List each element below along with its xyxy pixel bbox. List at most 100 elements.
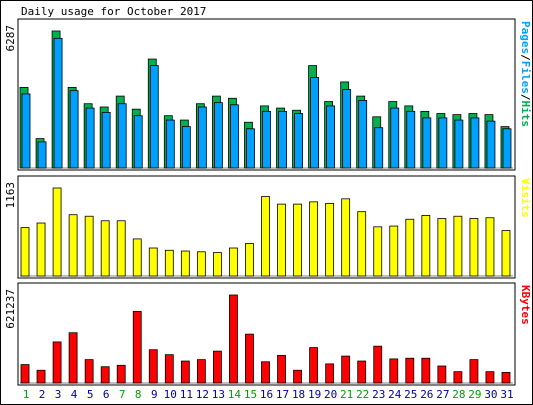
bar-visits-day-5 <box>84 215 94 277</box>
x-tick-label-day-9: 9 <box>151 388 158 401</box>
bar-files-day-28 <box>454 119 464 169</box>
bar-visits-day-8 <box>132 238 142 277</box>
x-tick-label-day-21: 21 <box>340 388 353 401</box>
bar-files-day-4 <box>69 90 79 169</box>
x-tick-label-day-10: 10 <box>164 388 177 401</box>
panel-visits: 1163 Visits <box>4 175 532 279</box>
x-tick-label-day-28: 28 <box>452 388 465 401</box>
bar-kbytes-day-12 <box>196 359 206 384</box>
bar-visits-day-31 <box>501 230 511 277</box>
bar-kbytes-day-8 <box>132 311 142 384</box>
bar-files-day-27 <box>438 117 448 169</box>
bar-kbytes-day-25 <box>405 357 415 384</box>
bar-visits-day-12 <box>196 251 206 277</box>
x-tick-label-day-29: 29 <box>468 388 481 401</box>
bar-kbytes-day-6 <box>100 366 110 384</box>
x-tick-label-day-4: 4 <box>71 388 78 401</box>
x-tick-label-day-11: 11 <box>180 388 193 401</box>
panel-pages-files-hits: 6287 Pages/Files/Hits <box>4 18 532 171</box>
bar-visits-day-26 <box>421 215 431 277</box>
x-tick-label-day-23: 23 <box>372 388 385 401</box>
x-tick-label-day-19: 19 <box>308 388 321 401</box>
bar-visits-day-30 <box>485 217 495 277</box>
bar-files-day-7 <box>117 103 127 169</box>
x-tick-label-day-30: 30 <box>484 388 497 401</box>
bar-kbytes-day-4 <box>68 332 78 384</box>
x-tick-label-day-6: 6 <box>103 388 110 401</box>
bar-kbytes-day-15 <box>245 333 254 384</box>
legend-part: Hits <box>519 101 532 128</box>
legend-part: Visits <box>519 178 532 218</box>
bar-kbytes-day-22 <box>357 360 367 384</box>
x-tick-label-day-20: 20 <box>324 388 337 401</box>
bar-files-day-24 <box>390 107 400 169</box>
x-tick-label-day-14: 14 <box>228 388 242 401</box>
bar-kbytes-day-26 <box>421 357 431 384</box>
bar-kbytes-day-2 <box>36 369 46 384</box>
bar-files-day-12 <box>197 106 207 169</box>
x-tick-label-day-16: 16 <box>260 388 273 401</box>
bar-kbytes-day-1 <box>20 364 30 384</box>
x-tick-label-day-12: 12 <box>196 388 209 401</box>
bar-files-day-6 <box>101 112 111 169</box>
y-max-label: 6287 <box>4 25 17 52</box>
x-tick-label-day-17: 17 <box>276 388 289 401</box>
legend-part: KBytes <box>519 285 532 325</box>
bar-files-day-3 <box>53 37 63 169</box>
bar-kbytes-day-5 <box>84 359 94 384</box>
bar-files-day-29 <box>470 117 480 169</box>
bar-visits-day-15 <box>245 243 254 277</box>
bar-kbytes-day-23 <box>373 345 383 384</box>
bar-files-day-2 <box>37 141 47 169</box>
bar-files-day-19 <box>310 77 319 169</box>
bar-files-day-23 <box>374 127 384 169</box>
bar-files-day-10 <box>165 119 175 169</box>
x-tick-label-day-24: 24 <box>388 388 402 401</box>
bar-files-day-11 <box>181 126 191 169</box>
bar-files-day-15 <box>246 128 255 169</box>
bar-visits-day-27 <box>437 218 447 277</box>
x-tick-label-day-7: 7 <box>119 388 126 401</box>
bar-visits-day-9 <box>148 247 158 277</box>
bar-kbytes-day-28 <box>453 371 463 384</box>
bar-visits-day-14 <box>229 247 238 277</box>
bar-visits-day-24 <box>389 225 399 277</box>
bar-visits-day-21 <box>341 198 351 277</box>
x-axis-labels: 1 2 3 4 5 6 7 8 9 10 11 12 13 14 15 16 17 18 19 20 21 22 23 24 2… <box>23 388 514 401</box>
bar-files-day-31 <box>502 128 512 169</box>
bar-visits-day-28 <box>453 215 463 277</box>
bar-visits-day-17 <box>277 203 286 277</box>
bar-files-day-8 <box>133 115 143 169</box>
y-max-label: 1163 <box>4 182 17 209</box>
bar-visits-day-13 <box>213 252 222 277</box>
x-tick-label-day-27: 27 <box>436 388 449 401</box>
x-tick-label-day-5: 5 <box>87 388 94 401</box>
bar-files-day-18 <box>294 113 303 169</box>
bar-kbytes-day-13 <box>213 350 222 384</box>
x-tick-label-day-26: 26 <box>420 388 433 401</box>
bar-visits-day-29 <box>469 218 479 277</box>
x-tick-label-day-18: 18 <box>292 388 305 401</box>
x-tick-label-day-2: 2 <box>39 388 46 401</box>
bar-files-day-30 <box>486 120 496 169</box>
bar-kbytes-day-20 <box>325 363 335 384</box>
x-tick-label-day-1: 1 <box>23 388 30 401</box>
bar-kbytes-day-24 <box>389 358 399 384</box>
bar-kbytes-day-29 <box>469 359 479 384</box>
x-tick-label-day-31: 31 <box>500 388 513 401</box>
bar-visits-day-11 <box>180 250 190 277</box>
x-tick-label-day-25: 25 <box>404 388 417 401</box>
series-legend-label: KBytes <box>519 285 532 325</box>
series-legend-label: Visits <box>519 178 532 218</box>
legend-part: / <box>519 94 532 101</box>
legend-part: / <box>519 54 532 61</box>
bar-files-day-17 <box>278 110 287 169</box>
bar-visits-day-1 <box>20 227 30 277</box>
bar-kbytes-day-14 <box>229 294 238 384</box>
bar-files-day-22 <box>358 100 368 169</box>
bar-files-day-9 <box>149 65 159 169</box>
bar-visits-day-20 <box>325 202 335 277</box>
bar-kbytes-day-18 <box>293 369 302 384</box>
